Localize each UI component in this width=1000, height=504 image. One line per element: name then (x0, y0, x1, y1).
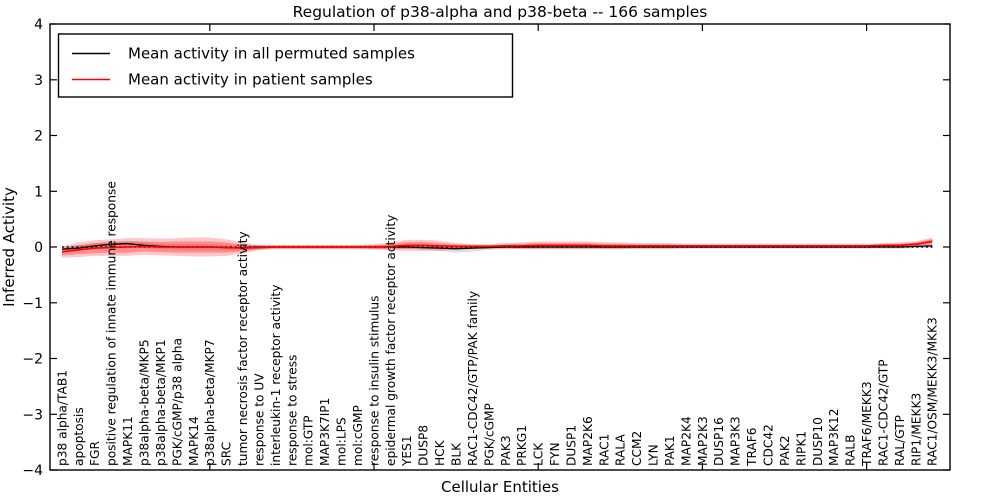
y-tick-label: 4 (34, 17, 43, 33)
x-tick-label: MAP3K3 (729, 416, 743, 466)
x-tick-label: MAP2K4 (679, 416, 693, 466)
x-tick-label: p38alpha-beta/MKP5 (138, 339, 152, 466)
x-tick-label: FYN (548, 442, 562, 466)
x-tick-label: PRKG1 (515, 425, 529, 466)
x-tick-label: TRAF6/MEKK3 (860, 381, 874, 467)
x-tick-label: FGR (88, 441, 102, 466)
chart-title: Regulation of p38-alpha and p38-beta -- … (293, 3, 708, 21)
legend: Mean activity in all permuted samples Me… (57, 33, 514, 98)
x-tick-label: RALB (844, 435, 858, 466)
x-tick-label: MAP2K3 (696, 416, 710, 466)
y-tick-label: 2 (34, 129, 43, 145)
x-tick-label: RIPK1 (794, 431, 808, 466)
x-tick-label: PAK2 (778, 435, 792, 466)
y-tick-label: 3 (34, 73, 43, 89)
x-tick-label: RALA (614, 434, 628, 466)
legend-label-patient: Mean activity in patient samples (128, 71, 373, 89)
y-tick-label: 1 (34, 184, 43, 200)
x-tick-label: PGK/cGMP/p38 alpha (170, 338, 184, 466)
x-tick-label: PAK1 (663, 435, 677, 466)
x-tick-label: RIP1/MEKK3 (909, 393, 923, 466)
legend-label-permuted: Mean activity in all permuted samples (128, 45, 415, 63)
legend-box (57, 33, 514, 98)
patient-mean-line (61, 240, 933, 253)
x-tick-label: apoptosis (72, 407, 86, 466)
y-tick-label: −4 (22, 463, 43, 479)
x-tick-label: DUSP10 (811, 417, 825, 466)
x-tick-label: RAC1-CDC42/GTP (876, 359, 890, 466)
y-tick-label: −2 (22, 352, 43, 368)
x-tick-label: p38alpha-beta/MKP7 (203, 339, 217, 466)
x-tick-label: RAC1/OSM/MEKK3/MKK3 (926, 317, 940, 466)
x-tick-label: response to stress (285, 355, 299, 466)
y-axis-label: Inferred Activity (0, 187, 18, 307)
x-tick-label: YES1 (400, 435, 414, 467)
x-tick-label: response to UV (252, 373, 266, 466)
x-tick-label: CCM2 (630, 431, 644, 466)
x-tick-label: RAC1 (597, 434, 611, 466)
y-tick-label: −1 (22, 296, 43, 312)
x-tick-label: RAC1-CDC42/GTP/PAK family (466, 291, 480, 466)
y-tick-label: −3 (22, 407, 43, 423)
y-tick-label: 0 (34, 240, 43, 256)
x-tick-label: p38 alpha/TAB1 (55, 370, 69, 466)
x-tick-label: BLK (450, 442, 464, 466)
x-tick-label: p38alpha-beta/MKP1 (154, 339, 168, 466)
x-tick-label: PAK3 (499, 435, 513, 466)
x-tick-label: LCK (532, 442, 546, 466)
x-tick-label: TRAF6 (745, 427, 759, 467)
x-tick-label: mol:GTP (302, 415, 316, 466)
x-tick-label: HCK (433, 439, 447, 466)
x-tick-label: DUSP1 (564, 425, 578, 466)
plot-frame (49, 23, 951, 471)
x-tick-label: MAPK11 (121, 416, 135, 466)
x-tick-label: MAP3K12 (827, 409, 841, 466)
x-tick-label: positive regulation of innate immune res… (105, 181, 119, 466)
x-axis-label: Cellular Entities (441, 478, 559, 496)
x-tick-label: interleukin-1 receptor activity (269, 285, 283, 466)
x-tick-label: LYN (647, 444, 661, 466)
x-tick-label: CDC42 (762, 424, 776, 466)
x-tick-label: MAP3K7IP1 (318, 398, 332, 466)
x-tick-label: epidermal growth factor receptor activit… (384, 215, 398, 466)
x-tick-label: SRC (220, 442, 234, 466)
x-tick-label: MAPK14 (187, 416, 201, 466)
x-tick-label: mol:cGMP (351, 405, 365, 466)
x-tick-label: mol:LPS (335, 417, 349, 466)
x-tick-label: response to insulin stimulus (367, 296, 381, 466)
x-tick-label: DUSP8 (417, 425, 431, 466)
x-tick-label: RAL/GTP (893, 415, 907, 466)
x-tick-label: PGK/cGMP (482, 403, 496, 466)
x-tick-label: MAP2K6 (581, 416, 595, 466)
x-tick-label: DUSP16 (712, 417, 726, 466)
x-tick-label: tumor necrosis factor receptor activity (236, 231, 250, 466)
